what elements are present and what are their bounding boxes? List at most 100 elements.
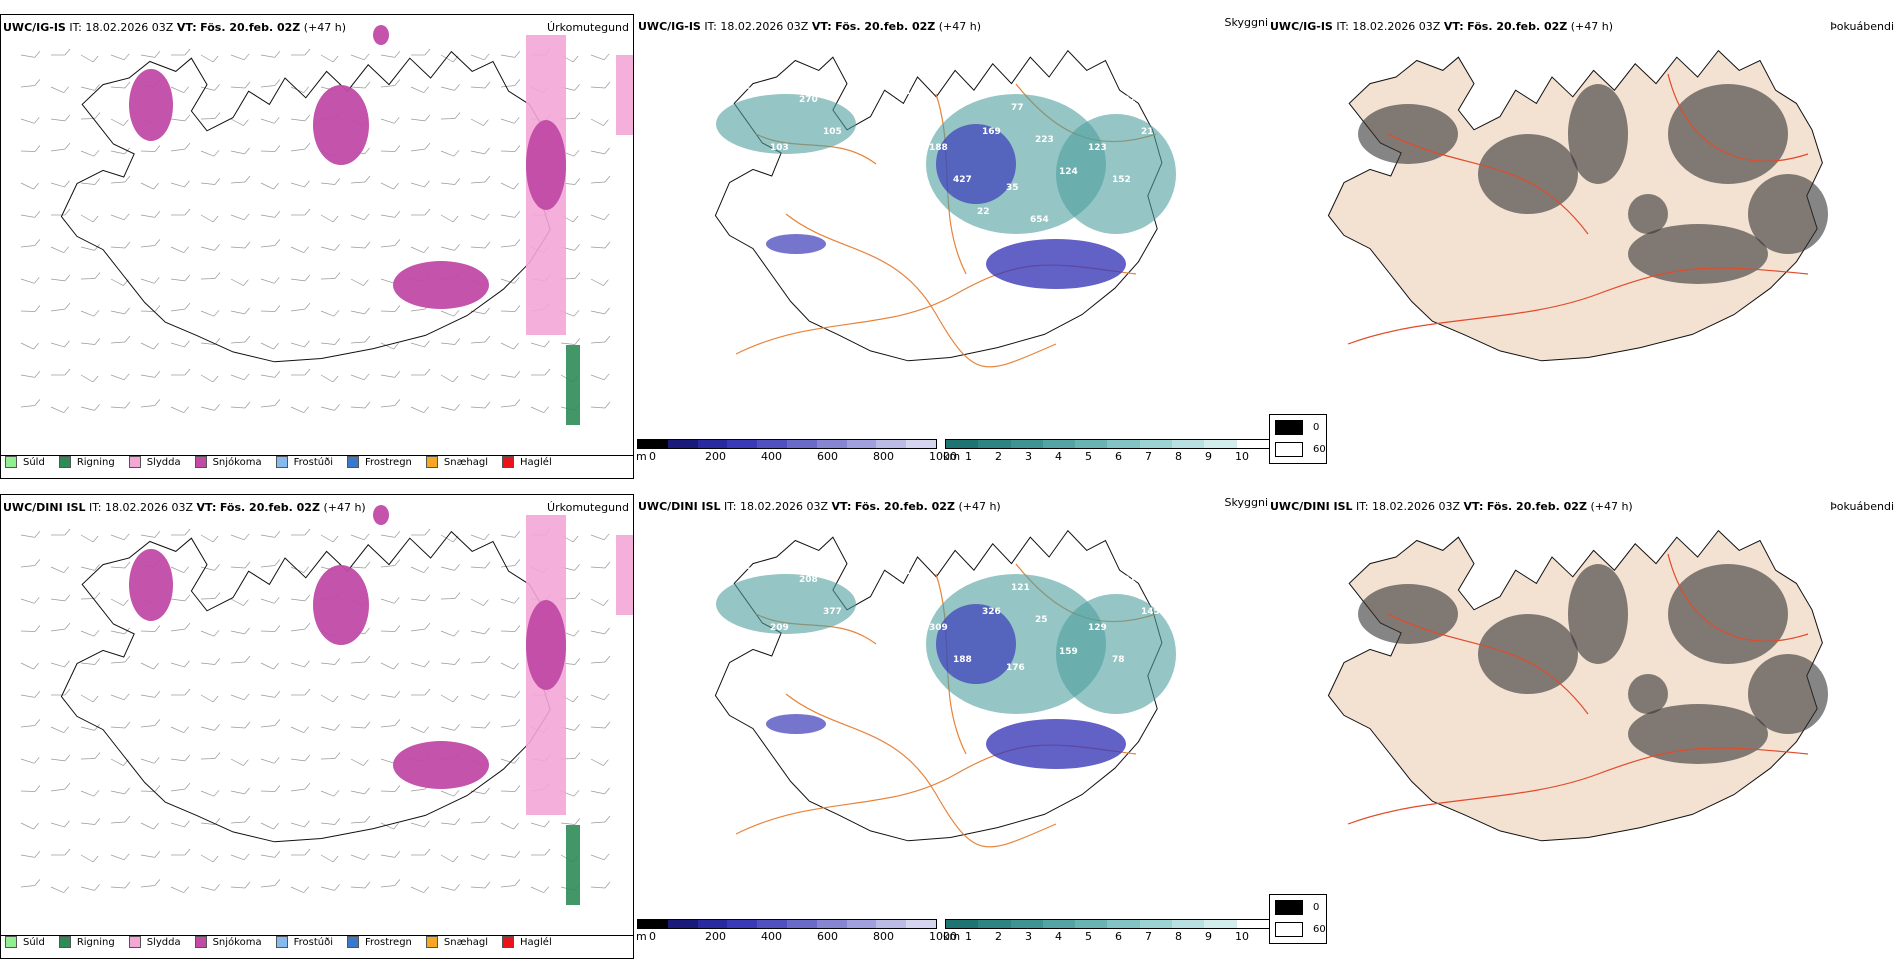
- wind-barb: [424, 594, 431, 602]
- wind-barb: [423, 246, 430, 253]
- wind-barb: [80, 342, 95, 345]
- wind-barb: [274, 51, 281, 58]
- ceiling-label: 96: [765, 223, 778, 233]
- wind-barb: [80, 630, 95, 637]
- wind-barb: [560, 342, 575, 345]
- snow-area: [526, 600, 566, 690]
- ceiling-label: 223: [1035, 135, 1054, 145]
- wind-barb: [214, 724, 220, 731]
- wind-barb: [140, 630, 156, 632]
- wind-barb: [424, 142, 431, 150]
- wind-barb: [110, 566, 126, 569]
- wind-barb: [440, 790, 455, 797]
- colorbar-tick: 6: [1115, 450, 1122, 463]
- ceiling-label: 25: [1035, 615, 1048, 625]
- colorbar-bin: [1139, 440, 1173, 448]
- wind-barb: [34, 625, 41, 632]
- wind-barb: [214, 244, 220, 251]
- wind-barb: [110, 374, 125, 381]
- legend-item: Haglél: [502, 454, 552, 470]
- wind-barb: [453, 629, 460, 637]
- wind-barb: [334, 244, 340, 251]
- wind-barb: [424, 622, 431, 630]
- wind-barb: [590, 54, 605, 61]
- wind-barb: [410, 118, 425, 122]
- wind-barb: [230, 790, 245, 795]
- wind-barb: [170, 342, 185, 348]
- wind-barb: [424, 114, 431, 122]
- wind-barb: [453, 149, 460, 157]
- colorbar-tick: 600: [817, 450, 838, 463]
- wind-barb: [80, 790, 95, 797]
- wind-barb: [200, 310, 215, 317]
- wind-barb: [590, 790, 605, 795]
- wind-barb: [230, 630, 245, 635]
- ceiling-label: 121: [1011, 583, 1030, 593]
- wind-barb: [604, 627, 610, 635]
- fog-legend-label: 0: [1313, 422, 1320, 433]
- colorbar-tick: 5: [1085, 930, 1092, 943]
- wind-barb: [94, 112, 101, 119]
- wind-barb: [604, 401, 611, 409]
- wind-barb: [200, 374, 214, 383]
- colorbar-tick: 5: [1085, 450, 1092, 463]
- wind-barb: [424, 48, 431, 56]
- wind-barb: [500, 885, 515, 888]
- wind-barb: [94, 564, 100, 571]
- wind-barb: [110, 790, 125, 795]
- colorbar-bin: [906, 440, 936, 448]
- legend-swatch: [128, 456, 141, 468]
- wind-barb: [320, 758, 336, 760]
- wind-barb: [364, 147, 370, 155]
- snow-area: [393, 261, 489, 309]
- wind-barb: [574, 178, 581, 185]
- wind-barb: [244, 335, 251, 343]
- wind-barb: [230, 821, 246, 824]
- wind-barb: [334, 272, 341, 279]
- legend-swatch: [58, 456, 71, 468]
- visibility-colorbar: km 1 2 3 4 5 6 7 8 9 10: [943, 439, 1270, 467]
- wind-barb: [110, 341, 126, 344]
- wind-barb: [244, 787, 250, 795]
- wind-barb: [230, 566, 246, 569]
- wind-barb: [140, 374, 155, 378]
- precip-type-panel: UWC/IG-IS IT: 18.02.2026 03Z VT: Fös. 20…: [0, 14, 634, 479]
- colorbar-bin: [727, 920, 758, 928]
- wind-barb: [214, 884, 220, 891]
- wind-barb: [260, 630, 276, 632]
- wind-barb: [260, 885, 275, 888]
- ceiling-label: 301: [1117, 575, 1136, 585]
- panel-title: Skyggni: [1224, 496, 1268, 509]
- wind-barb: [124, 655, 131, 663]
- visibility-panel: UWC/IG-IS IT: 18.02.2026 03Z VT: Fös. 20…: [636, 14, 1268, 484]
- wind-barb: [393, 822, 399, 830]
- wind-barb: [140, 54, 155, 58]
- wind-barb: [500, 214, 515, 218]
- wind-barb: [110, 758, 124, 766]
- wind-barb: [110, 214, 125, 221]
- wind-barb: [230, 598, 244, 606]
- wind-barb: [424, 688, 431, 696]
- legend-item: Frostúði: [275, 454, 333, 470]
- wind-barb: [230, 694, 245, 701]
- wind-barb: [154, 145, 161, 152]
- wind-barb: [64, 528, 71, 536]
- wind-barb: [484, 655, 491, 663]
- wind-barb: [514, 51, 521, 58]
- wind-barb: [80, 54, 94, 63]
- wind-barb: [140, 758, 155, 764]
- ceiling-label: 23: [794, 175, 807, 185]
- wind-barb: [380, 758, 395, 764]
- wind-barb: [470, 214, 485, 221]
- wind-barb: [484, 815, 491, 823]
- legend-swatch: [425, 456, 438, 468]
- colorbar-tick: 200: [705, 930, 726, 943]
- wind-barb: [590, 726, 606, 729]
- wind-barb: [34, 51, 41, 58]
- forecast-row-ig-is: UWC/IG-IS IT: 18.02.2026 03Z VT: Fös. 20…: [0, 14, 1900, 484]
- wind-barb: [364, 335, 371, 343]
- wind-barb: [543, 886, 550, 893]
- wind-barb: [110, 886, 126, 889]
- wind-barb: [513, 822, 519, 830]
- wind-barb: [260, 598, 275, 604]
